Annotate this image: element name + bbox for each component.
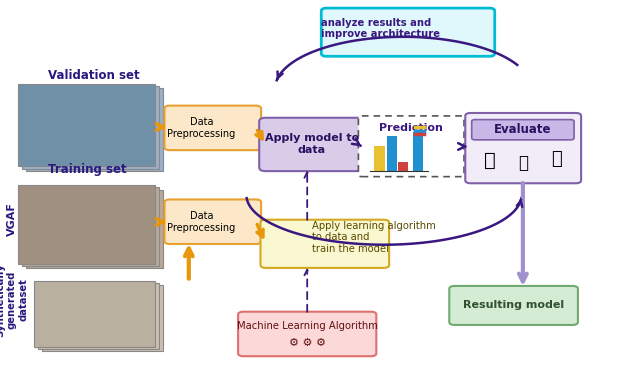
FancyBboxPatch shape [42,285,163,351]
FancyBboxPatch shape [260,220,389,268]
Bar [413,132,423,171]
Text: Resulting model: Resulting model [463,300,564,311]
FancyBboxPatch shape [38,283,159,349]
Text: Evaluate: Evaluate [494,123,552,137]
Text: 🔍: 🔍 [518,154,528,171]
Text: Prediction: Prediction [379,123,443,133]
Text: Training set: Training set [48,163,127,176]
Text: Data
Preprocessing: Data Preprocessing [168,117,236,139]
FancyBboxPatch shape [18,84,155,166]
FancyBboxPatch shape [26,88,163,171]
Text: Synthetically
generated
dataset: Synthetically generated dataset [0,263,28,337]
Bar [374,146,385,171]
FancyBboxPatch shape [449,286,578,325]
FancyBboxPatch shape [358,116,464,177]
Text: 👎: 👎 [552,150,562,168]
Text: Apply model to
data: Apply model to data [265,134,359,155]
FancyBboxPatch shape [34,281,155,347]
FancyBboxPatch shape [465,113,581,183]
Text: Apply learning algorithm
to data and
train the model: Apply learning algorithm to data and tra… [312,221,435,254]
FancyBboxPatch shape [22,86,159,169]
Text: analyze results and
improve architecture: analyze results and improve architecture [321,18,440,39]
FancyBboxPatch shape [22,187,159,266]
FancyBboxPatch shape [321,8,495,56]
FancyBboxPatch shape [26,190,163,268]
FancyBboxPatch shape [472,120,574,140]
Text: Data
Preprocessing: Data Preprocessing [168,211,236,233]
FancyBboxPatch shape [18,185,155,264]
FancyBboxPatch shape [238,312,376,356]
Text: Validation set: Validation set [48,69,140,82]
Text: Machine Learning Algorithm: Machine Learning Algorithm [237,321,378,331]
Text: 👍: 👍 [484,151,495,170]
Bar [387,136,397,171]
Text: ⚙ ⚙ ⚙: ⚙ ⚙ ⚙ [289,338,326,348]
FancyBboxPatch shape [259,118,365,171]
Text: VGAF: VGAF [6,202,17,236]
FancyBboxPatch shape [164,106,261,150]
Bar [398,162,408,171]
FancyBboxPatch shape [164,199,261,244]
